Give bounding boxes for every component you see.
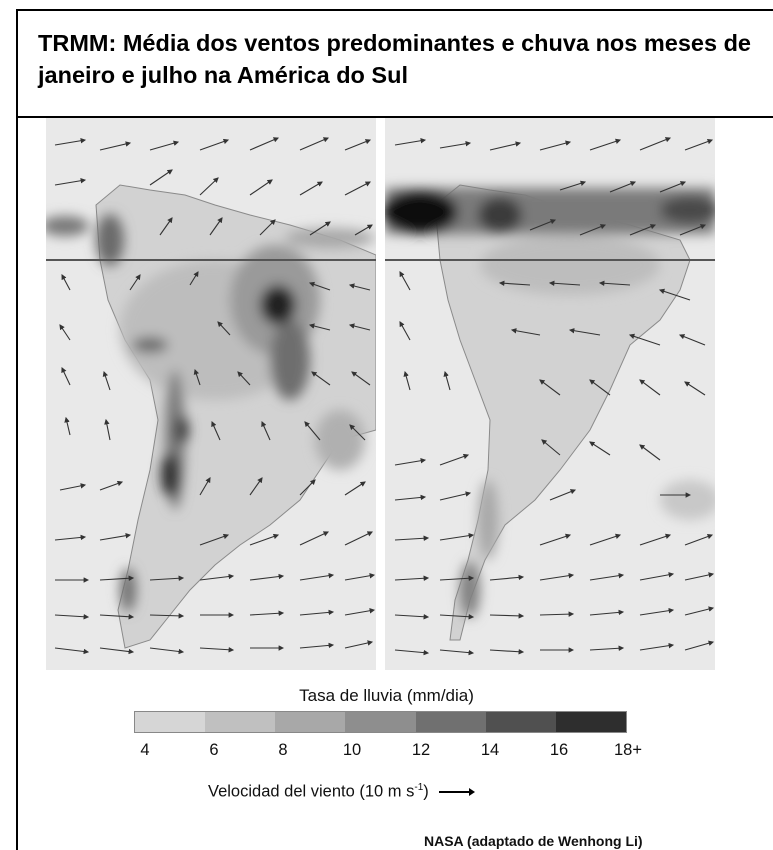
scale-swatch [555, 712, 626, 732]
wind-speed-legend: Velocidad del viento (10 m s-1) [208, 782, 476, 802]
legend-title-text: Tasa de lluvia (mm/dia) [299, 686, 474, 705]
scale-swatch [275, 712, 346, 732]
scale-swatch [205, 712, 276, 732]
source-credit: NASA (adaptado de Wenhong Li) [424, 833, 643, 849]
wind-label-prefix: Velocidad del viento (10 m s [208, 782, 415, 801]
wind-label-exponent: -1 [414, 782, 424, 793]
rain-rate-color-scale [134, 711, 627, 733]
color-scale-ticks: 4 6 8 10 12 14 16 18+ [0, 741, 773, 763]
scale-tick-label: 8 [278, 741, 288, 759]
scale-swatch [345, 712, 416, 732]
title-box [16, 9, 773, 118]
figure-frame [16, 9, 773, 850]
map-panel-julho [385, 118, 715, 670]
wind-label-suffix: ) [423, 782, 429, 801]
scale-swatch [485, 712, 556, 732]
scale-tick-label: 16 [549, 741, 569, 759]
scale-tick-label: 4 [140, 741, 150, 759]
figure-title: TRMM: Média dos ventos predominantes e c… [38, 30, 751, 88]
scale-tick-label: 14 [480, 741, 500, 759]
scale-tick-label: 12 [411, 741, 431, 759]
scale-swatch [415, 712, 486, 732]
wind-reference-arrow-icon [439, 788, 476, 797]
scale-swatch [135, 712, 206, 732]
wind-vectors-janeiro [54, 137, 376, 655]
maps-svg [46, 118, 715, 670]
scale-tick-label: 6 [209, 741, 219, 759]
map-panel-janeiro [46, 118, 376, 670]
legend-title: Tasa de lluvia (mm/dia) [0, 686, 773, 706]
wind-vectors-julho [394, 137, 715, 656]
scale-tick-label: 10 [342, 741, 362, 759]
scale-tick-label: 18+ [614, 741, 642, 759]
